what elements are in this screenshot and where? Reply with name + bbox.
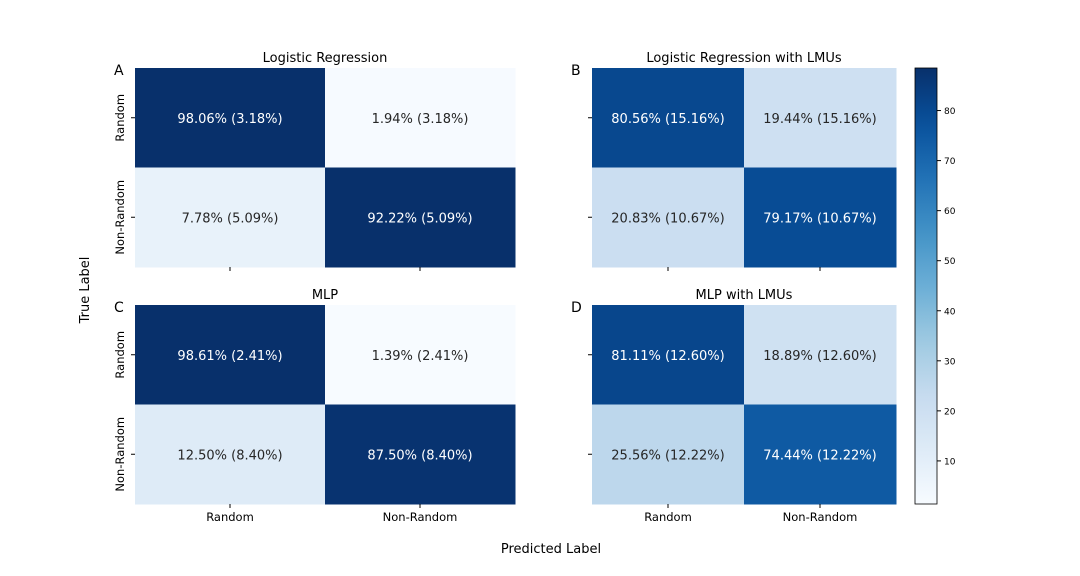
colorbar-tick-label: 50	[944, 257, 956, 267]
heatmap-cell	[325, 167, 516, 268]
heatmap-cell	[592, 404, 745, 505]
x-tick-label: Random	[644, 510, 692, 524]
heatmap-cell	[135, 404, 326, 505]
panel-c: MLP C 98.61% (2.41%) 1.39% (2.41%) 12.50% (8…	[113, 288, 516, 524]
heatmap-cell	[592, 305, 745, 405]
heatmap-cell	[744, 404, 897, 505]
panel-letter-c: C	[114, 300, 124, 316]
cell-label: 1.94% (3.18%)	[372, 112, 469, 127]
panel-letter-a: A	[114, 63, 124, 79]
colorbar-tick-label: 10	[944, 457, 956, 467]
cell-label: 81.11% (12.60%)	[611, 349, 724, 364]
cell-label: 74.44% (12.22%)	[763, 448, 876, 463]
colorbar-bar	[914, 67, 938, 505]
colorbar-tick-label: 70	[944, 157, 956, 167]
heatmap-cell	[135, 167, 326, 268]
cell-label: 7.78% (5.09%)	[182, 211, 279, 226]
colorbar: 10 20 30 40 50 60 70 80	[914, 67, 956, 505]
cell-label: 92.22% (5.09%)	[367, 211, 472, 226]
panel-title-c: MLP	[312, 288, 338, 303]
cell-label: 18.89% (12.60%)	[763, 349, 876, 364]
heatmap-cell	[592, 68, 745, 168]
panel-b: Logistic Regression with LMUs B 80.56% (15…	[571, 51, 897, 271]
colorbar-tick-label: 60	[944, 207, 956, 217]
panel-letter-b: B	[571, 63, 581, 79]
heatmap-cell	[592, 167, 745, 268]
colorbar-tick-label: 30	[944, 357, 956, 367]
heatmap-cell	[325, 404, 516, 505]
heatmap-cell	[325, 68, 516, 168]
heatmap-cell	[135, 68, 326, 168]
cell-label: 25.56% (12.22%)	[611, 448, 724, 463]
panel-a: Logistic Regression A 98.06% (3.18%) 1.94% …	[113, 51, 516, 271]
cell-label: 19.44% (15.16%)	[763, 112, 876, 127]
heatmap-cell	[135, 305, 326, 405]
y-tick-label: Non-Random	[113, 417, 127, 492]
cell-label: 79.17% (10.67%)	[763, 211, 876, 226]
y-axis-label: True Label	[78, 257, 93, 325]
cell-label: 98.06% (3.18%)	[177, 112, 282, 127]
panel-title-a: Logistic Regression	[263, 51, 388, 66]
cell-label: 12.50% (8.40%)	[177, 448, 282, 463]
colorbar-tick-label: 80	[944, 107, 956, 117]
heatmap-cell	[744, 68, 897, 168]
colorbar-tick-label: 20	[944, 407, 956, 417]
x-tick-label: Random	[206, 510, 254, 524]
cell-label: 1.39% (2.41%)	[372, 349, 469, 364]
panels: Logistic Regression A 98.06% (3.18%) 1.94% …	[113, 51, 897, 524]
cell-label: 20.83% (10.67%)	[611, 211, 724, 226]
heatmap-cell	[744, 167, 897, 268]
cell-label: 98.61% (2.41%)	[177, 349, 282, 364]
cell-label: 87.50% (8.40%)	[367, 448, 472, 463]
y-tick-label: Random	[113, 94, 127, 142]
heatmap-cell	[325, 305, 516, 405]
y-tick-label: Random	[113, 331, 127, 379]
x-tick-label: Non-Random	[383, 510, 458, 524]
panel-title-d: MLP with LMUs	[696, 288, 793, 303]
cell-label: 80.56% (15.16%)	[611, 112, 724, 127]
x-axis-label: Predicted Label	[501, 542, 601, 557]
panel-title-b: Logistic Regression with LMUs	[646, 51, 842, 66]
panel-d: MLP with LMUs D 81.11% (12.60%) 18.89% (12.…	[571, 288, 897, 524]
panel-letter-d: D	[571, 300, 582, 316]
heatmap-cell	[744, 305, 897, 405]
y-tick-label: Non-Random	[113, 180, 127, 255]
x-tick-label: Non-Random	[783, 510, 858, 524]
colorbar-tick-label: 40	[944, 307, 956, 317]
